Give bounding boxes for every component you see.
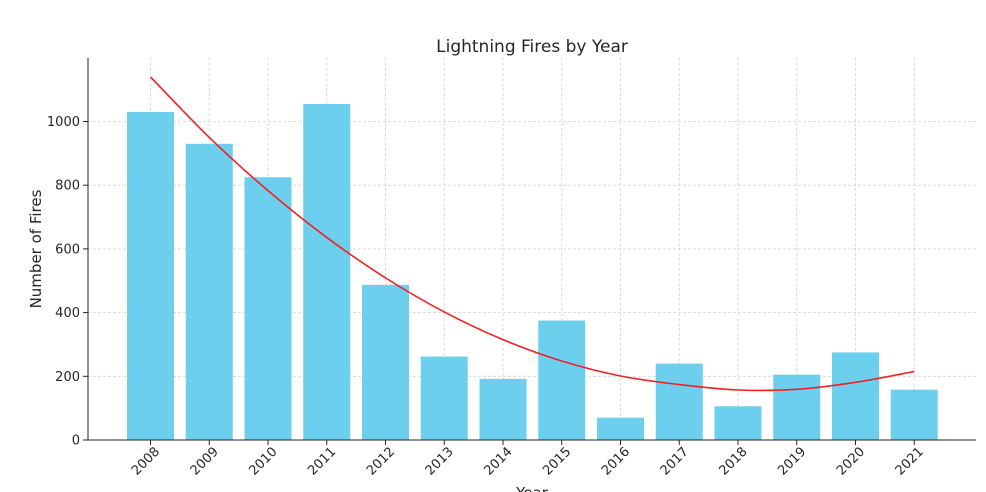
y-tick-label: 200 [55,370,80,385]
y-tick-label: 0 [72,434,80,449]
bar-2017 [655,363,703,440]
bar-2021 [890,389,938,440]
bars [127,103,938,441]
x-tick-label: 2016 [599,445,633,479]
bar-2010 [244,177,292,441]
trend-line-group [149,76,915,392]
y-tick-label: 400 [55,306,80,321]
x-ticks: 2008 2009 2010 2011 2012 2013 2014 2015 2016 2017… [129,440,927,479]
x-tick-label: 2015 [540,445,574,479]
x-tick-label: 2010 [247,445,281,479]
bar-2015 [538,320,586,440]
y-tick-label: 1000 [47,115,80,130]
bar-2013 [420,356,468,440]
bar-2012 [362,284,409,440]
y-tick-label: 800 [55,179,80,194]
x-axis-label: Year [515,484,549,492]
y-ticks: 0 200 400 600 800 1000 [47,115,88,449]
x-tick-label: 2009 [188,445,222,479]
bar-2008 [127,111,174,440]
y-tick-label: 600 [55,242,80,257]
x-tick-label: 2020 [834,445,868,479]
bar-2009 [185,143,233,441]
x-tick-label: 2017 [658,445,692,479]
y-axis-label: Number of Fires [27,189,45,308]
x-tick-label: 2019 [775,445,809,479]
chart-title: Lightning Fires by Year [436,37,628,57]
x-tick-label: 2018 [717,445,751,479]
x-tick-label: 2014 [482,445,516,479]
x-tick-label: 2013 [423,445,457,479]
x-tick-label: 2021 [893,445,927,479]
bar-2014 [479,378,527,440]
x-tick-label: 2011 [305,445,339,479]
bar-2018 [714,406,762,440]
bar-2019 [773,374,821,440]
x-tick-label: 2008 [129,445,163,479]
x-tick-label: 2012 [364,445,398,479]
bar-2016 [597,417,644,440]
trend-line [149,76,915,392]
bar-2011 [303,103,351,441]
bar-2020 [832,352,879,440]
